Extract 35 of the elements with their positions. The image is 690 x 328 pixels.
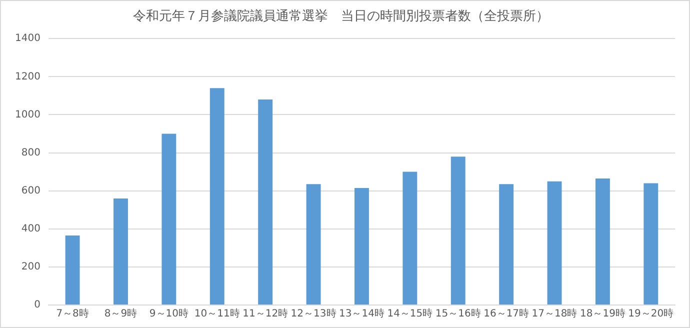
bar xyxy=(450,156,466,304)
bar xyxy=(499,184,514,304)
bar xyxy=(402,172,418,304)
x-tick-label: 8～9時 xyxy=(104,308,138,320)
y-tick-label: 200 xyxy=(21,262,40,273)
x-tick-label: 13～14時 xyxy=(339,308,384,320)
x-tick-label: 7～8時 xyxy=(56,308,89,320)
y-tick-label: 600 xyxy=(21,185,40,196)
x-tick-label: 14～15時 xyxy=(387,308,433,320)
x-tick-label: 18～19時 xyxy=(580,308,626,320)
x-tick-label: 12～13時 xyxy=(290,308,336,320)
x-tick-label: 16～17時 xyxy=(484,308,530,320)
bar xyxy=(644,183,658,304)
chart-title: 令和元年７月参議院議員通常選挙 当日の時間別投票者数（全投票所） xyxy=(133,9,549,24)
y-tick-label: 1000 xyxy=(14,109,40,120)
bar xyxy=(595,178,610,304)
bar xyxy=(65,236,80,304)
x-tick-label: 9～10時 xyxy=(149,308,188,320)
y-tick-label: 1200 xyxy=(14,71,40,82)
x-tick-label: 11～12時 xyxy=(242,308,288,320)
bar xyxy=(306,184,321,304)
y-tick-label: 0 xyxy=(34,300,40,311)
x-tick-label: 19～20時 xyxy=(628,308,674,320)
bar xyxy=(162,134,176,304)
y-tick-label: 1400 xyxy=(14,33,40,44)
x-tick-label: 10～11時 xyxy=(194,308,240,320)
bar xyxy=(114,198,128,304)
x-tick-label: 17～18時 xyxy=(532,308,578,320)
bar xyxy=(547,181,562,304)
bar xyxy=(258,99,273,304)
bar xyxy=(210,88,224,304)
bar xyxy=(354,188,369,304)
y-tick-label: 400 xyxy=(21,223,40,234)
x-tick-label: 15～16時 xyxy=(435,308,481,320)
y-tick-label: 800 xyxy=(21,147,40,158)
